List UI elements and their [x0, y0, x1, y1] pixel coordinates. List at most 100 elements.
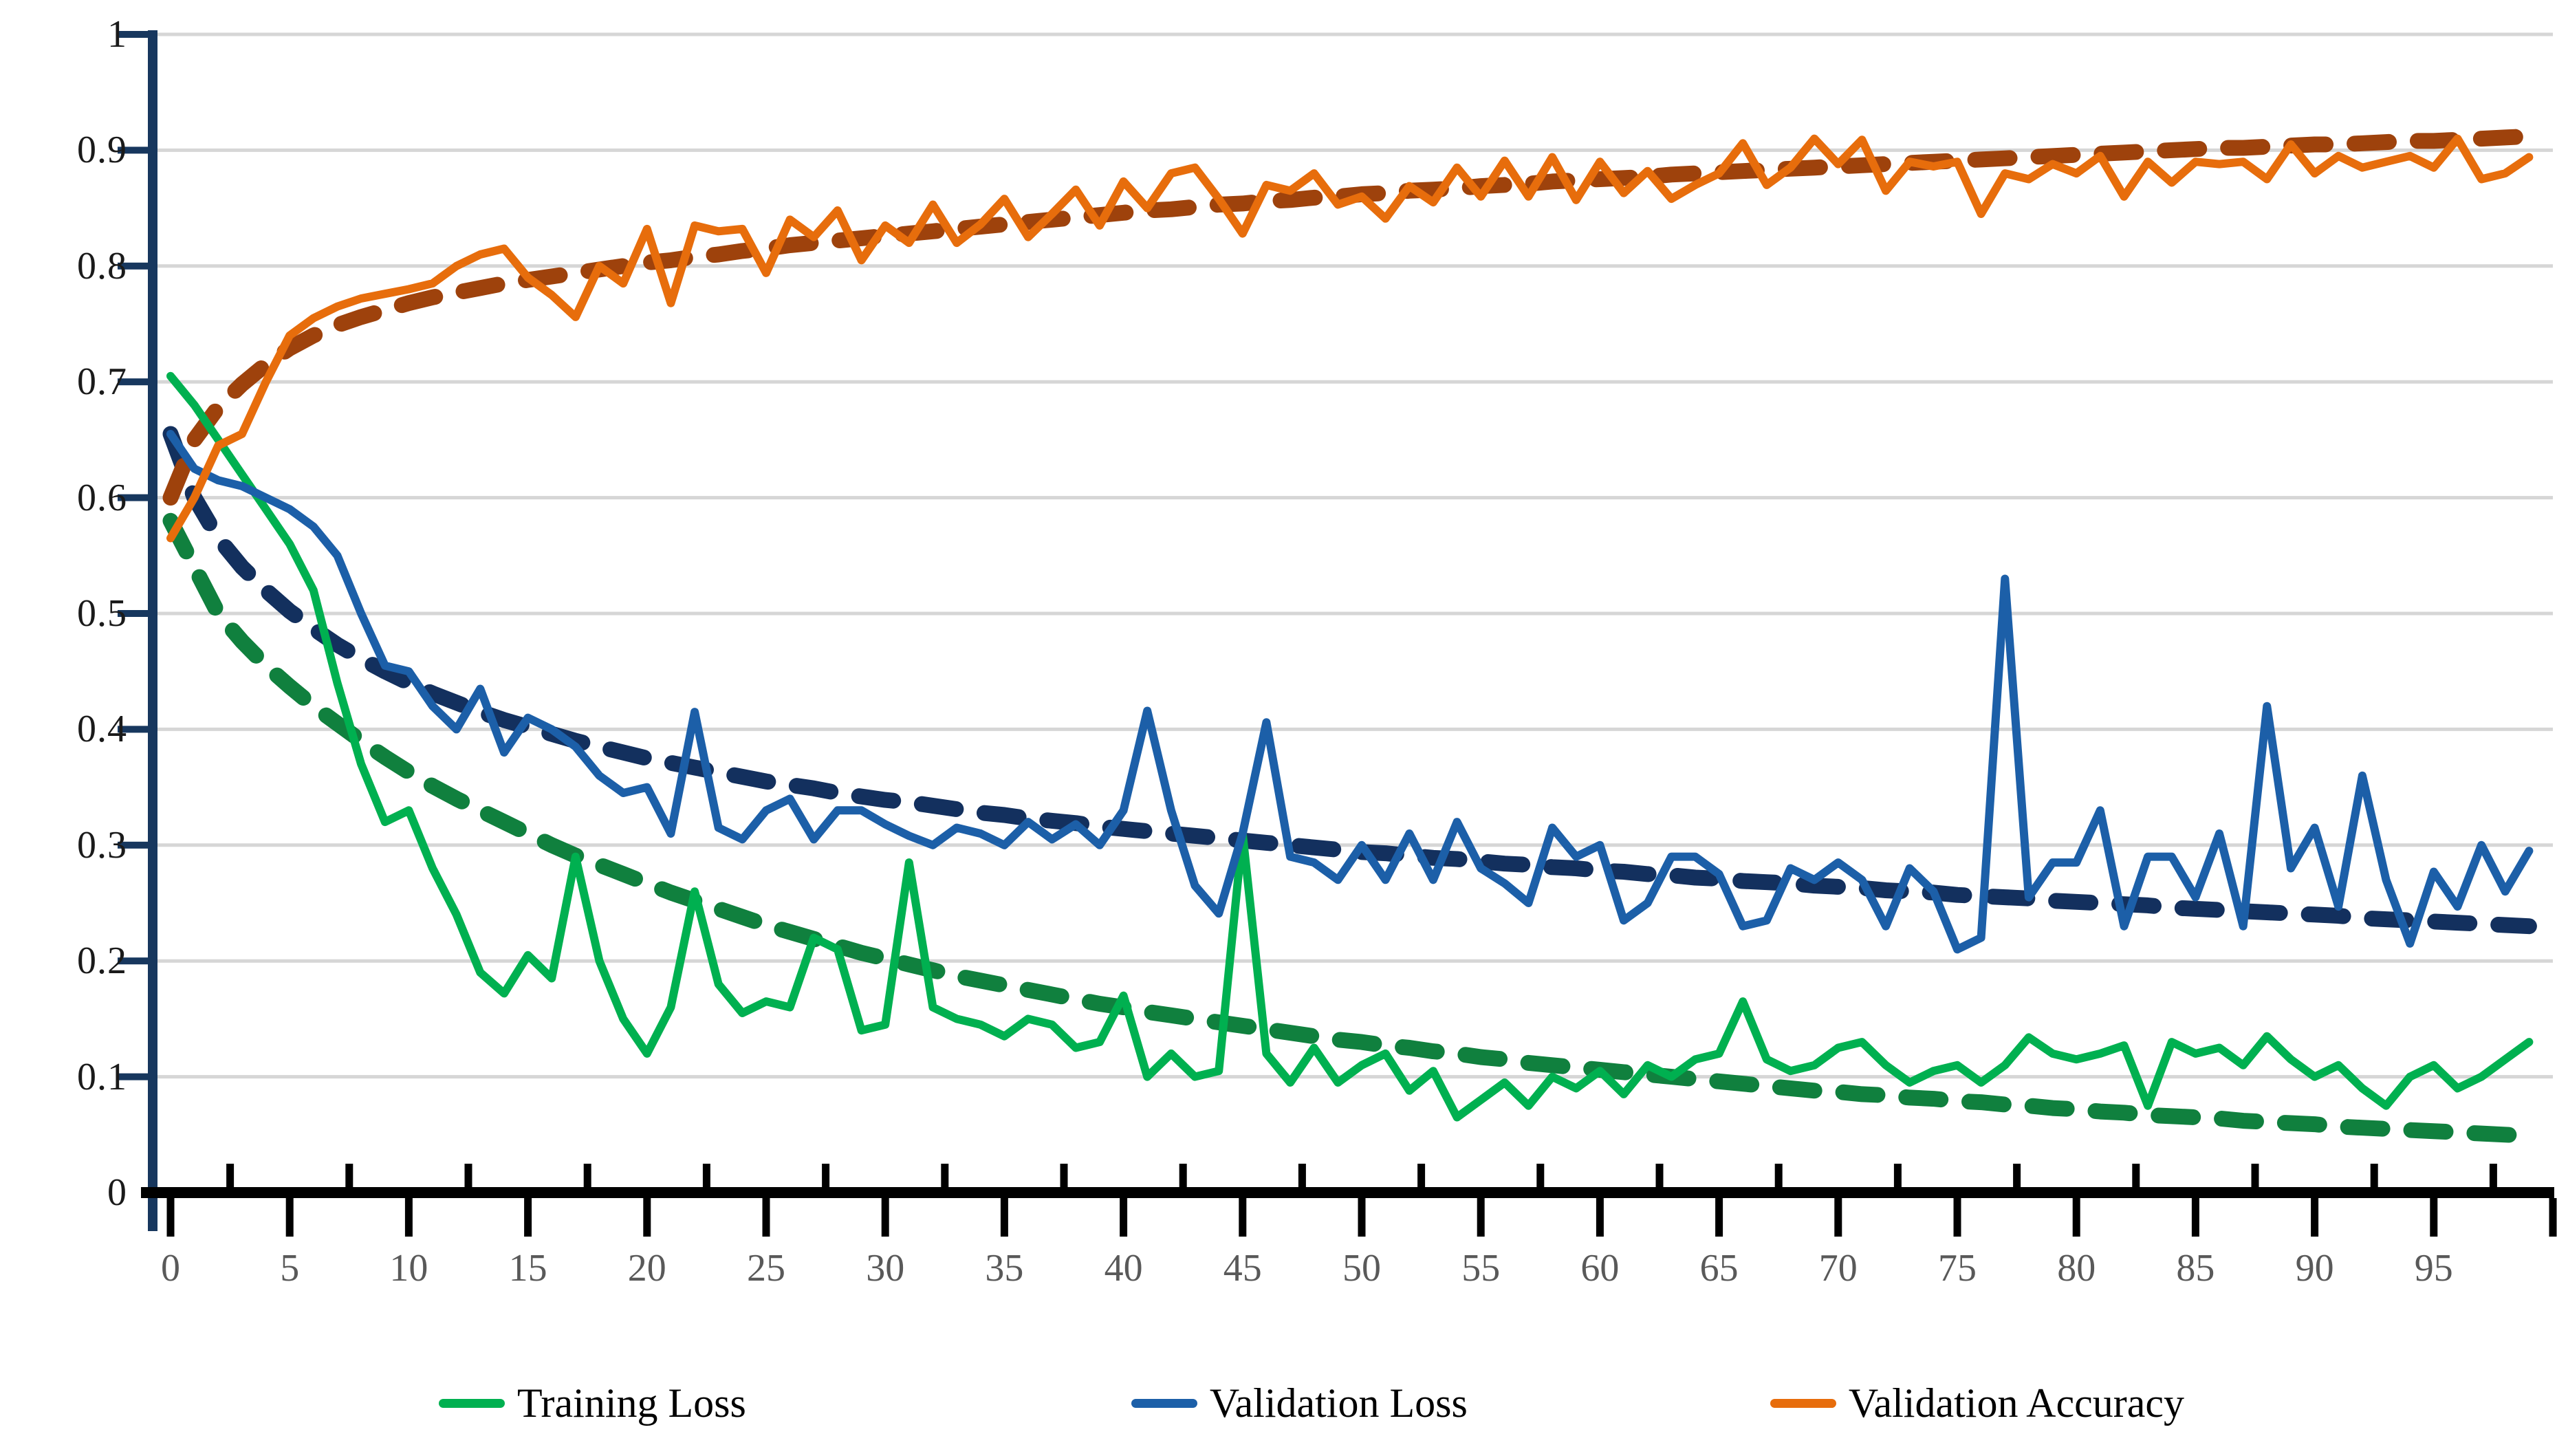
x-tick-label: 45 — [1223, 1247, 1262, 1290]
x-axis-major-tick — [881, 1198, 889, 1237]
x-tick-label: 35 — [985, 1247, 1024, 1290]
y-tick-label: 0.4 — [77, 708, 127, 751]
x-tick-label: 95 — [2414, 1247, 2453, 1290]
x-tick-label: 5 — [280, 1247, 300, 1290]
x-axis-line — [141, 1187, 2554, 1198]
series-line-validation-loss-trend — [162, 426, 2537, 935]
x-axis-minor-tick — [2370, 1164, 2378, 1187]
x-axis-minor-tick — [941, 1164, 949, 1187]
x-tick-label: 40 — [1104, 1247, 1143, 1290]
x-tick-label: 85 — [2176, 1247, 2215, 1290]
x-tick-label: 75 — [1938, 1247, 1977, 1290]
x-axis-major-tick — [2191, 1198, 2199, 1237]
y-axis-tick — [118, 146, 148, 154]
y-tick-label: 1 — [107, 13, 127, 56]
x-axis-minor-tick — [822, 1164, 830, 1187]
y-axis-line — [148, 30, 157, 1231]
x-axis-minor-tick — [1298, 1164, 1306, 1187]
x-axis-minor-tick — [345, 1164, 353, 1187]
validation-accuracy-swatch-icon — [1770, 1398, 1836, 1408]
y-axis-tick — [118, 262, 148, 270]
x-axis-minor-tick — [1536, 1164, 1545, 1187]
y-axis-tick — [118, 31, 148, 38]
x-tick-label: 50 — [1342, 1247, 1381, 1290]
x-tick-label: 65 — [1699, 1247, 1739, 1290]
x-axis-minor-tick — [464, 1164, 472, 1187]
x-tick-label: 0 — [161, 1247, 180, 1290]
x-tick-label: 25 — [747, 1247, 785, 1290]
series-line-validation-loss — [166, 430, 2534, 954]
x-axis-minor-tick — [2489, 1164, 2497, 1187]
x-axis-major-tick — [2549, 1198, 2557, 1237]
validation-loss-swatch-icon — [1131, 1398, 1197, 1408]
training-loss-swatch-icon — [439, 1398, 505, 1408]
y-axis-tick — [118, 378, 148, 386]
x-axis-major-tick — [1120, 1198, 1128, 1237]
y-tick-label: 0 — [107, 1171, 127, 1214]
x-axis-major-tick — [1715, 1198, 1723, 1237]
legend: Training Loss Validation Loss Validation… — [0, 1365, 2557, 1441]
x-axis-major-tick — [2311, 1198, 2319, 1237]
x-axis-minor-tick — [226, 1164, 235, 1187]
series-line-validation-accuracy-trend — [162, 128, 2537, 506]
y-tick-label: 0.9 — [77, 129, 127, 172]
x-axis-major-tick — [1834, 1198, 1842, 1237]
x-axis-minor-tick — [1060, 1164, 1068, 1187]
x-axis-major-tick — [1953, 1198, 1961, 1237]
y-tick-label: 0.2 — [77, 939, 127, 983]
legend-label: Validation Loss — [1209, 1380, 1468, 1426]
y-tick-label: 0.5 — [77, 592, 127, 635]
y-axis-tick — [118, 610, 148, 617]
x-tick-label: 90 — [2295, 1247, 2334, 1290]
x-axis-major-tick — [1596, 1198, 1604, 1237]
x-axis-major-tick — [524, 1198, 532, 1237]
x-axis-major-tick — [1358, 1198, 1366, 1237]
x-axis-minor-tick — [1655, 1164, 1664, 1187]
y-tick-label: 0.3 — [77, 823, 127, 867]
x-axis-major-tick — [1239, 1198, 1247, 1237]
x-tick-label: 80 — [2057, 1247, 2096, 1290]
x-tick-label: 30 — [866, 1247, 905, 1290]
x-tick-label: 60 — [1580, 1247, 1620, 1290]
legend-label: Training Loss — [517, 1380, 746, 1426]
x-axis-minor-tick — [1417, 1164, 1426, 1187]
x-tick-label: 10 — [389, 1247, 428, 1290]
x-axis-minor-tick — [1774, 1164, 1783, 1187]
x-tick-label: 20 — [627, 1247, 666, 1290]
x-axis-minor-tick — [1179, 1164, 1187, 1187]
legend-item-training-loss: Training Loss — [439, 1380, 746, 1427]
series-line-validation-accuracy — [166, 134, 2534, 543]
x-axis-minor-tick — [1893, 1164, 1902, 1187]
x-tick-label: 70 — [1818, 1247, 1858, 1290]
x-axis-major-tick — [1477, 1198, 1485, 1237]
legend-item-validation-accuracy: Validation Accuracy — [1770, 1380, 2184, 1427]
y-axis-tick — [118, 494, 148, 501]
y-axis-tick — [118, 726, 148, 733]
legend-label: Validation Accuracy — [1848, 1380, 2184, 1426]
x-axis-major-tick — [166, 1198, 175, 1237]
x-axis-major-tick — [643, 1198, 651, 1237]
series-line-training-loss-trend — [162, 512, 2537, 1144]
y-tick-label: 0.6 — [77, 476, 127, 519]
x-axis-major-tick — [404, 1198, 413, 1237]
legend-item-validation-loss: Validation Loss — [1131, 1380, 1468, 1427]
x-tick-label: 55 — [1461, 1247, 1501, 1290]
x-axis-minor-tick — [702, 1164, 710, 1187]
series-line-training-loss — [166, 371, 2534, 1122]
x-axis-major-tick — [762, 1198, 770, 1237]
y-axis-tick — [118, 957, 148, 965]
x-tick-label: 15 — [508, 1247, 547, 1290]
x-axis-minor-tick — [2251, 1164, 2259, 1187]
x-axis-major-tick — [1000, 1198, 1008, 1237]
y-tick-label: 0.8 — [77, 244, 127, 287]
x-axis-major-tick — [2072, 1198, 2080, 1237]
x-axis-minor-tick — [2132, 1164, 2140, 1187]
y-tick-label: 0.1 — [77, 1055, 127, 1098]
x-axis-major-tick — [2430, 1198, 2438, 1237]
x-axis-minor-tick — [2013, 1164, 2021, 1187]
x-axis-major-tick — [285, 1198, 294, 1237]
y-axis-tick — [118, 1073, 148, 1080]
x-axis-minor-tick — [583, 1164, 591, 1187]
